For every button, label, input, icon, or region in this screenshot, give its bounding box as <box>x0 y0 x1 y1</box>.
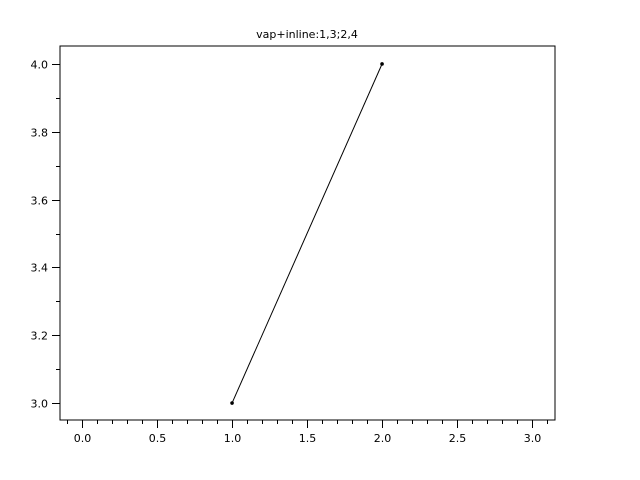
x-axis: 0.0 0.5 1.0 1.5 2.0 2.5 3.0 <box>67 420 548 445</box>
data-point <box>380 62 384 66</box>
x-tick-label: 2.0 <box>374 432 392 445</box>
y-tick-label: 3.4 <box>31 262 49 275</box>
series-layer <box>230 62 384 405</box>
x-tick-label: 3.0 <box>524 432 542 445</box>
y-tick-label: 4.0 <box>31 59 49 72</box>
series-line <box>231 63 383 404</box>
x-tick-label: 0.0 <box>74 432 92 445</box>
y-tick-label: 3.0 <box>31 398 49 411</box>
y-axis: 3.0 3.2 3.4 3.6 3.8 4.0 <box>31 59 60 411</box>
x-tick-label: 1.0 <box>224 432 242 445</box>
data-point <box>230 401 234 405</box>
x-tick-label: 2.5 <box>449 432 467 445</box>
x-tick-label: 1.5 <box>299 432 317 445</box>
y-tick-label: 3.2 <box>31 330 49 343</box>
y-tick-label: 3.8 <box>31 127 49 140</box>
chart-title: vap+inline:1,3;2,4 <box>256 28 358 41</box>
y-tick-label: 3.6 <box>31 195 49 208</box>
x-tick-label: 0.5 <box>149 432 167 445</box>
